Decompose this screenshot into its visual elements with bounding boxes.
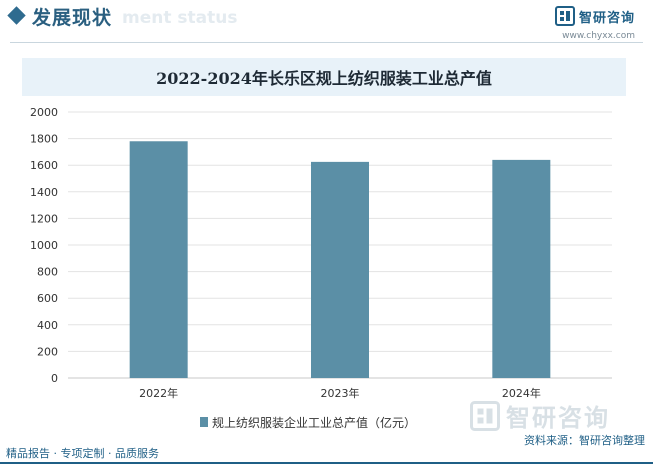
x-tick-label: 2022年 xyxy=(139,386,178,400)
bar-1 xyxy=(129,141,188,378)
brand-logo-icon xyxy=(554,6,575,26)
bar-2 xyxy=(311,161,369,378)
y-tick-label: 1000 xyxy=(30,239,58,252)
footer-source: 资料来源：智研咨询整理 xyxy=(524,434,645,447)
x-tick-label: 2023年 xyxy=(321,386,360,400)
brand-name: 智研咨询 xyxy=(578,10,635,26)
y-tick-label: 800 xyxy=(37,266,58,279)
legend-label: 规上纺织服装企业工业总产值（亿元） xyxy=(212,415,416,430)
y-tick-label: 200 xyxy=(37,345,58,358)
brand: 智研咨询 xyxy=(554,6,635,26)
section-ghost-text: ment status xyxy=(122,8,238,28)
header-divider xyxy=(10,42,643,43)
footer-slogan: 精品报告 · 专项定制 · 品质服务 xyxy=(6,447,159,460)
y-tick-label: 1400 xyxy=(30,186,58,199)
y-tick-label: 600 xyxy=(37,292,58,305)
y-tick-label: 400 xyxy=(37,319,58,332)
x-tick-label: 2024年 xyxy=(502,386,541,400)
y-tick-label: 1600 xyxy=(30,159,58,172)
chart-title-banner: 2022-2024年长乐区规上纺织服装工业总产值 xyxy=(22,58,626,96)
watermark-logo-icon xyxy=(470,400,500,431)
chart-title: 2022-2024年长乐区规上纺织服装工业总产值 xyxy=(156,69,492,88)
watermark-text: 智研咨询 xyxy=(506,404,610,432)
legend-swatch xyxy=(200,417,208,427)
section-title: 发展现状 xyxy=(32,7,113,29)
bar-3 xyxy=(492,159,551,378)
watermark-logo: 智研咨询 xyxy=(470,398,610,433)
y-tick-label: 1800 xyxy=(30,133,58,146)
y-tick-label: 0 xyxy=(51,372,58,385)
brand-url: www.chyxx.com xyxy=(562,31,635,41)
bar-chart: 0 200 400 600 800 1000 1200 1400 1600 1800 2000 202… xyxy=(30,106,612,430)
footer-bar xyxy=(0,462,653,464)
y-tick-label: 1200 xyxy=(30,212,58,225)
y-tick-label: 2000 xyxy=(30,106,58,119)
